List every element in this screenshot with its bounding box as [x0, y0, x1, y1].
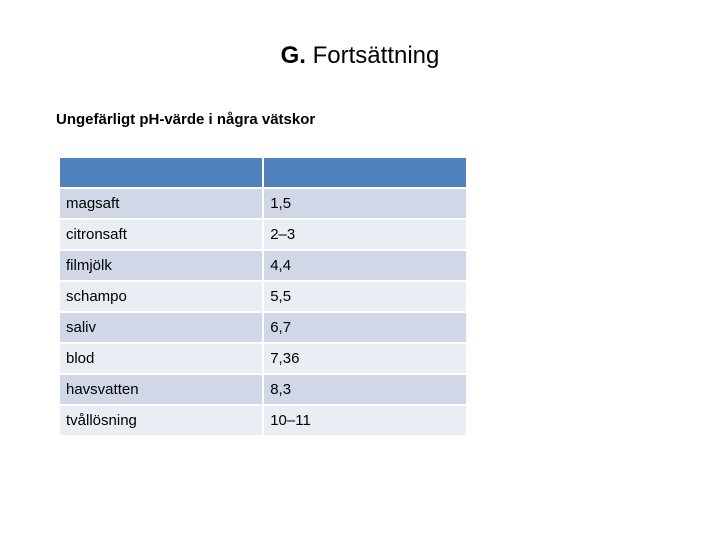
cell-liquid: citronsaft — [60, 220, 263, 249]
cell-ph: 10–11 — [264, 406, 466, 435]
cell-ph: 1,5 — [264, 189, 466, 218]
cell-liquid: filmjölk — [60, 251, 263, 280]
ph-table: magsaft 1,5 citronsaft 2–3 filmjölk 4,4 … — [58, 156, 468, 437]
slide-title-text: Fortsättning — [312, 42, 440, 69]
cell-liquid: tvållösning — [60, 406, 263, 435]
table-row: filmjölk 4,4 — [60, 251, 466, 280]
cell-ph: 5,5 — [264, 282, 466, 311]
table-row: blod 7,36 — [60, 344, 466, 373]
cell-liquid: havsvatten — [60, 375, 263, 404]
slide-title-prefix: G. — [280, 42, 306, 69]
cell-liquid: saliv — [60, 313, 263, 342]
cell-liquid: blod — [60, 344, 263, 373]
table-row: saliv 6,7 — [60, 313, 466, 342]
table-row: havsvatten 8,3 — [60, 375, 466, 404]
slide-title: G. Fortsättning — [0, 40, 720, 72]
cell-ph: 2–3 — [264, 220, 466, 249]
cell-liquid: schampo — [60, 282, 263, 311]
cell-ph: 6,7 — [264, 313, 466, 342]
cell-ph: 4,4 — [264, 251, 466, 280]
table-row: citronsaft 2–3 — [60, 220, 466, 249]
table-row: tvållösning 10–11 — [60, 406, 466, 435]
table-caption: Ungefärligt pH-värde i några vätskor — [56, 111, 316, 128]
cell-liquid: magsaft — [60, 189, 263, 218]
table-row: magsaft 1,5 — [60, 189, 466, 218]
cell-ph: 8,3 — [264, 375, 466, 404]
table-row: schampo 5,5 — [60, 282, 466, 311]
table-header-row — [60, 158, 466, 187]
header-cell-ph — [264, 158, 466, 187]
cell-ph: 7,36 — [264, 344, 466, 373]
header-cell-liquid — [60, 158, 263, 187]
